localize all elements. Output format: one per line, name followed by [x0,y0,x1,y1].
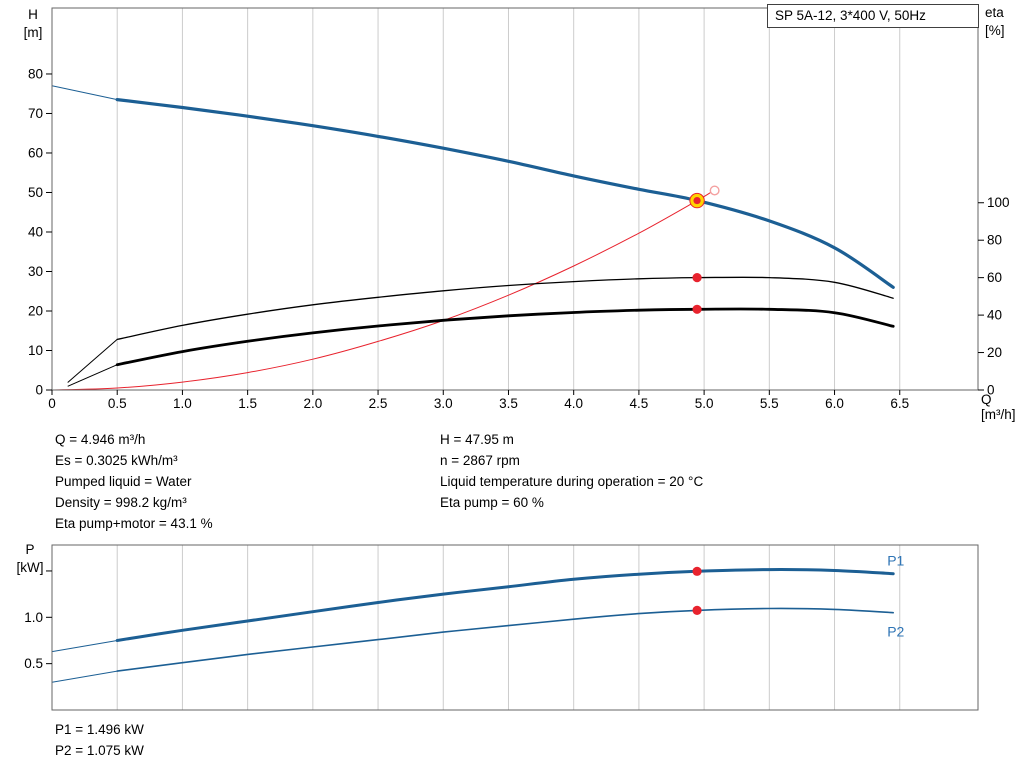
p1-curve-label: P1 [887,553,904,569]
svg-text:0: 0 [35,383,43,398]
svg-text:5.5: 5.5 [760,396,779,411]
info-density: Density = 998.2 kg/m³ [55,495,187,510]
svg-text:20: 20 [987,345,1002,360]
plot-border [51,544,979,711]
gridlines [116,545,901,710]
qh-eta-chart[interactable]: 0 0.5 1.0 1.5 2.0 2.5 3.0 3.5 4.0 4.5 5.0 5.5 6.0 6.5… [0,0,1024,420]
svg-text:0.5: 0.5 [24,656,43,671]
eta-pump-motor-curve [67,307,895,387]
svg-text:4.5: 4.5 [630,396,649,411]
svg-text:30: 30 [28,264,43,279]
p2-curve-label: P2 [887,624,904,640]
p1-readout: P1 = 1.496 kW [55,722,144,737]
operating-point-dot [692,273,702,283]
duty-point-center [693,196,701,205]
duty-info-left: Q = 4.946 m³/h Es = 0.3025 kWh/m³ Pumped… [55,429,213,534]
svg-text:100: 100 [987,195,1010,210]
p1-curve: P1 [51,553,905,653]
info-n: n = 2867 rpm [440,453,520,468]
svg-text:2.5: 2.5 [369,396,388,411]
svg-text:0: 0 [987,383,995,398]
q-axis-label: Q [m³/h] [981,392,1016,422]
system-curve [51,185,720,391]
eta-axis-title: eta [%] [985,5,1005,38]
p-axis-title: P [kW] [16,542,44,575]
svg-text:20: 20 [28,303,43,318]
eta-pump-curve [67,276,894,383]
svg-text:3.0: 3.0 [434,396,453,411]
operating-point-dot [692,304,702,314]
svg-text:1.0: 1.0 [173,396,192,411]
h-axis-title: H [m] [23,7,43,40]
pump-model-box: SP 5A-12, 3*400 V, 50Hz [767,4,979,28]
info-liquid-temperature: Liquid temperature during operation = 20… [440,474,704,489]
svg-text:80: 80 [987,233,1002,248]
info-eta-pump: Eta pump = 60 % [440,495,544,510]
svg-text:6.0: 6.0 [825,396,844,411]
info-pumped-liquid: Pumped liquid = Water [55,474,192,489]
svg-text:3.5: 3.5 [499,396,518,411]
p2-curve: P2 [51,607,905,683]
svg-text:1.5: 1.5 [238,396,257,411]
info-eta-pump-motor: Eta pump+motor = 43.1 % [55,516,213,531]
power-readout: P1 = 1.496 kW P2 = 1.075 kW [55,719,144,761]
svg-text:70: 70 [28,106,43,121]
svg-text:0.5: 0.5 [108,396,127,411]
svg-text:50: 50 [28,185,43,200]
open-circle-marker [709,185,720,196]
gridlines [116,8,901,390]
info-q: Q = 4.946 m³/h [55,432,146,447]
svg-text:10: 10 [28,343,43,358]
duty-info-right: H = 47.95 m n = 2867 rpm Liquid temperat… [440,429,703,513]
svg-text:80: 80 [28,66,43,81]
svg-text:60: 60 [28,145,43,160]
svg-text:60: 60 [987,270,1002,285]
svg-text:6.5: 6.5 [890,396,909,411]
head-curve [51,85,895,289]
svg-text:1.0: 1.0 [24,610,43,625]
p2-readout: P2 = 1.075 kW [55,743,144,758]
svg-text:40: 40 [28,224,43,239]
operating-point-dot [692,566,702,576]
info-h: H = 47.95 m [440,432,514,447]
svg-text:40: 40 [987,308,1002,323]
svg-text:5.0: 5.0 [695,396,714,411]
plot-border [51,7,979,391]
svg-text:2.0: 2.0 [303,396,322,411]
operating-point-dot [692,605,702,615]
info-es: Es = 0.3025 kWh/m³ [55,453,178,468]
svg-text:4.0: 4.0 [564,396,583,411]
power-chart[interactable]: P1 P2 0.5 1.0 [0,538,1024,718]
svg-text:0: 0 [48,396,56,411]
